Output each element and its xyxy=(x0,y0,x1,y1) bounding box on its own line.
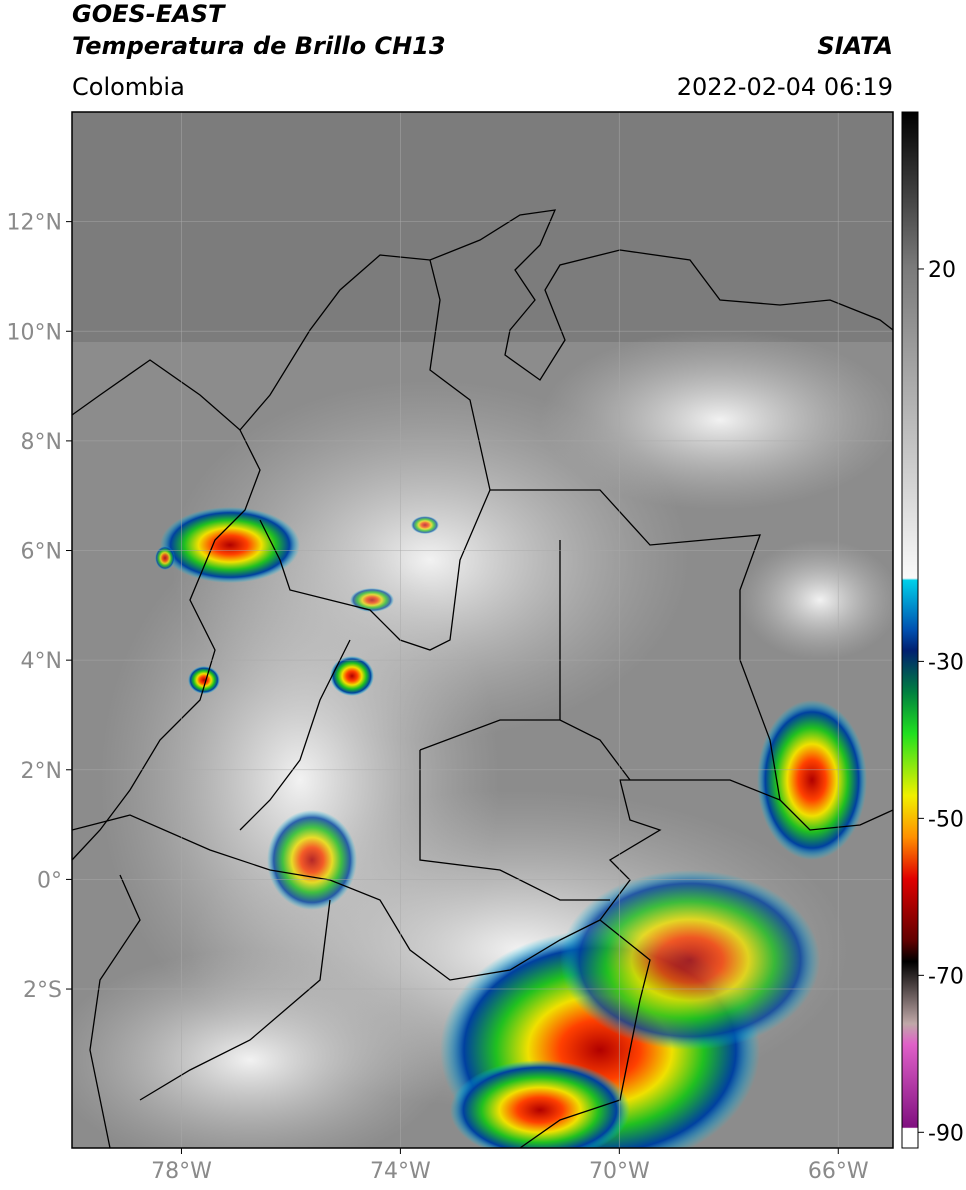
colorbar-tick-label: -70 xyxy=(928,964,964,989)
y-tick-label: 6°N xyxy=(21,540,62,565)
y-tick-label: 4°N xyxy=(21,649,62,674)
source: SIATA xyxy=(817,32,893,60)
x-tick-label: 66°W xyxy=(808,1159,869,1184)
colorbar-tick-label: -90 xyxy=(928,1121,964,1146)
map-frame xyxy=(71,111,894,1149)
y-tick-label: 2°N xyxy=(21,759,62,784)
timestamp: 2022-02-04 06:19 xyxy=(677,73,893,101)
y-tick-label: 0° xyxy=(37,868,62,893)
colorbar xyxy=(901,111,919,1149)
x-tick-label: 70°W xyxy=(589,1159,650,1184)
x-tick-label: 78°W xyxy=(151,1159,212,1184)
map-imagery xyxy=(72,112,893,1148)
colorbar-tick-label: -30 xyxy=(928,650,964,675)
subtitle: Temperatura de Brillo CH13 xyxy=(72,32,446,60)
y-tick-label: 12°N xyxy=(7,211,62,236)
region: Colombia xyxy=(72,73,185,101)
y-tick-label: 8°N xyxy=(21,430,62,455)
y-tick-label: 2°S xyxy=(23,978,62,1003)
colorbar-tick-label: -50 xyxy=(928,807,964,832)
y-tick-label: 10°N xyxy=(7,320,62,345)
x-tick-label: 74°W xyxy=(370,1159,431,1184)
colorbar-tick-label: 20 xyxy=(928,258,956,283)
title: GOES-EAST xyxy=(72,0,226,28)
graticule xyxy=(72,112,893,1148)
